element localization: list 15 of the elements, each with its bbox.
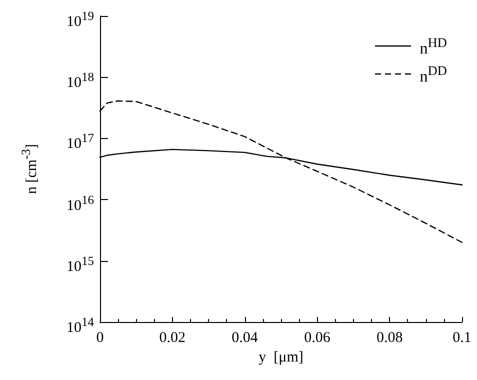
y-tick-label: 10$^{19}$ <box>66 8 94 32</box>
x-axis-title: y [μm] <box>258 350 304 366</box>
y-tick-label: 10$^{18}$ <box>66 69 94 94</box>
y-tick-label: 10$^{17}$ <box>66 130 94 154</box>
x-tick-label: 0.02 <box>158 329 187 348</box>
x-tick-label: 0.1 <box>452 329 472 348</box>
y-tick-label: 10$^{15}$ <box>66 252 94 277</box>
y-tick-label: 10$^{16}$ <box>66 192 94 216</box>
legend-label: n$^{HD}$ <box>420 34 447 60</box>
y-tick-label: 10$^{14}$ <box>66 314 94 338</box>
legend-label: n$^{DD}$ <box>420 62 447 88</box>
x-tick-label: 0.04 <box>230 329 259 348</box>
x-tick-label: 0.08 <box>375 329 404 348</box>
x-tick-label: 0.06 <box>303 329 332 348</box>
x-tick-label: 0 <box>96 330 104 346</box>
